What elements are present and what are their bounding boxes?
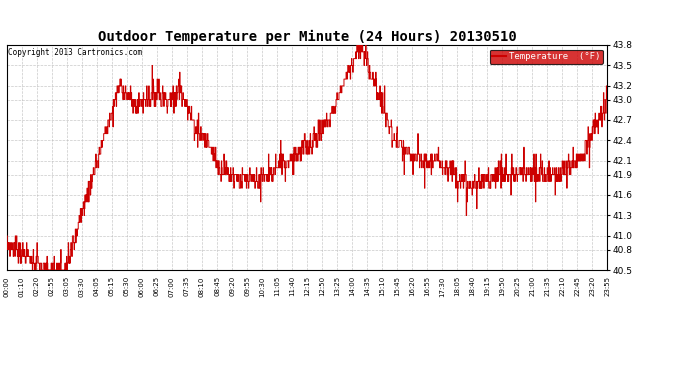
Legend: Temperature  (°F): Temperature (°F) bbox=[490, 50, 602, 64]
Title: Outdoor Temperature per Minute (24 Hours) 20130510: Outdoor Temperature per Minute (24 Hours… bbox=[98, 30, 516, 44]
Text: Copyright 2013 Cartronics.com: Copyright 2013 Cartronics.com bbox=[8, 48, 142, 57]
